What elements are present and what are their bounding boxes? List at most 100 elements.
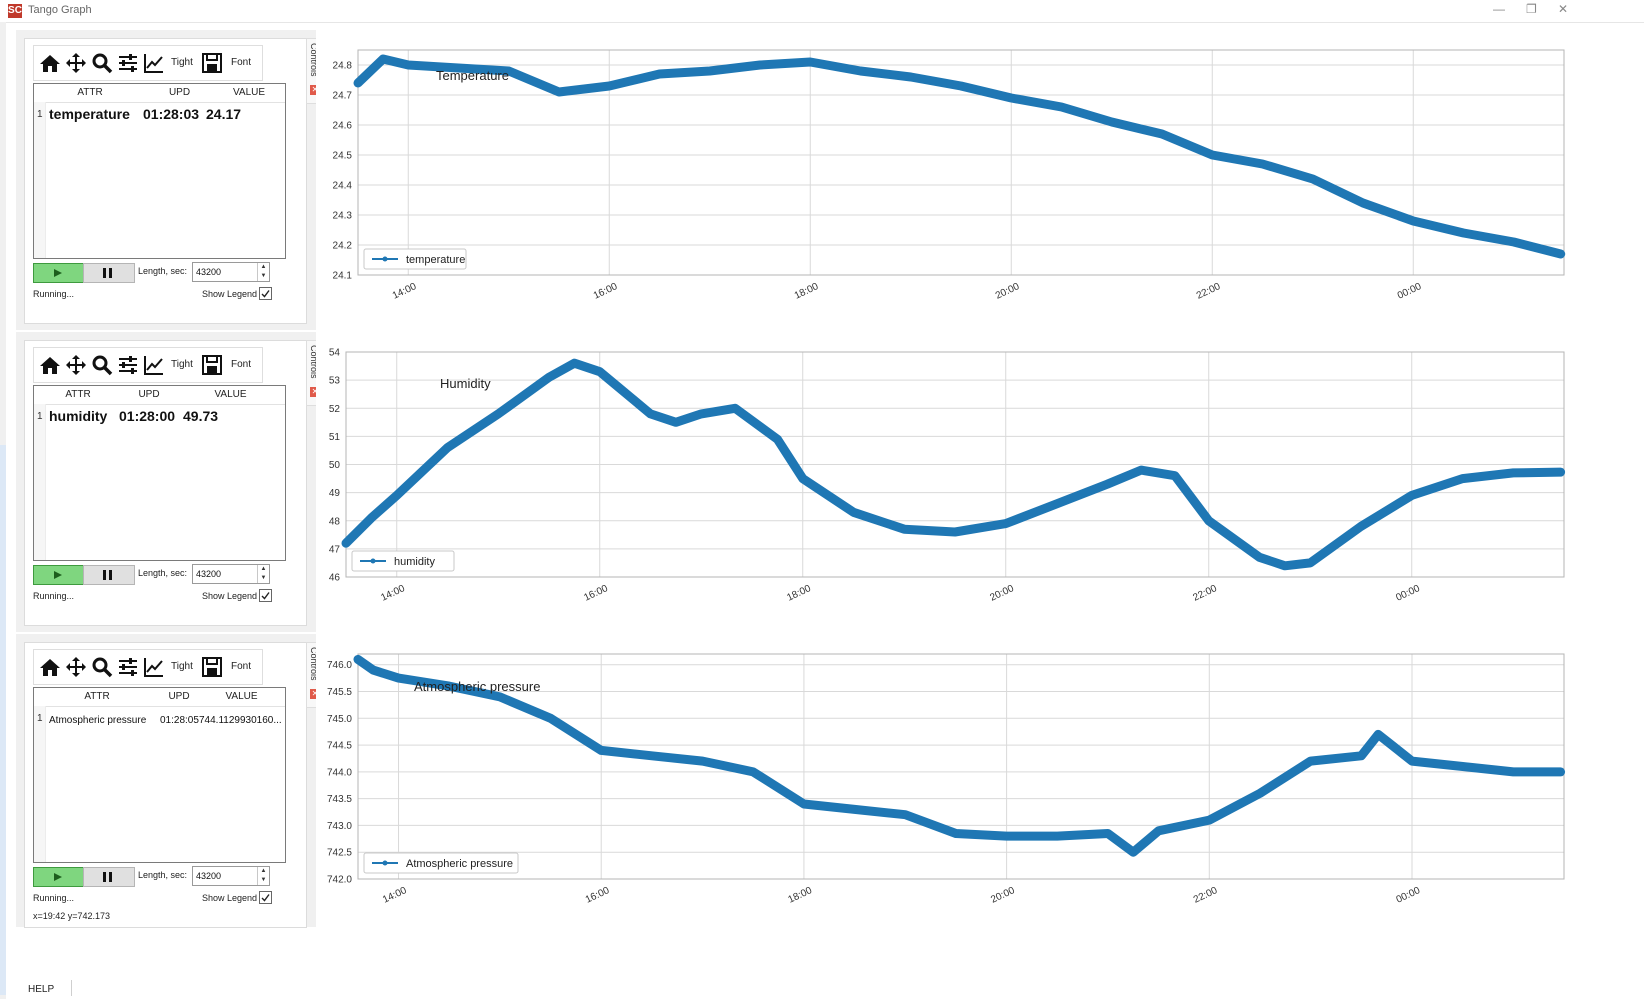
close-icon[interactable]: ✕	[310, 85, 320, 95]
x-tick-label: 18:00	[785, 583, 813, 604]
minimize-icon[interactable]: —	[1493, 2, 1505, 16]
save-icon[interactable]	[200, 655, 224, 679]
home-icon[interactable]	[38, 353, 62, 377]
legend-marker-swatch	[382, 256, 388, 262]
chart-svg[interactable]: 14:00 16:00 18:00 20:00 22:00 00:00 742.0 742.5…	[316, 634, 1644, 934]
close-icon[interactable]: ✕	[1558, 2, 1569, 16]
length-value[interactable]: 43200	[196, 267, 222, 277]
show-legend-checkbox[interactable]	[259, 891, 272, 904]
home-icon[interactable]	[38, 51, 62, 75]
chart-area[interactable]: 14:00 16:00 18:00 20:00 22:00 00:00 24.1 24.2 24…	[316, 30, 1644, 330]
y-tick-label: 54	[329, 348, 341, 359]
value-cell[interactable]: 24.17	[206, 106, 242, 122]
play-button[interactable]	[33, 867, 85, 887]
attribute-table[interactable]: ATTR UPD VALUE 1 humidity 01:28:00 49.73	[33, 385, 286, 561]
pause-button[interactable]	[83, 263, 135, 283]
pan-icon[interactable]	[64, 655, 88, 679]
data-point	[343, 540, 349, 547]
home-icon[interactable]	[38, 655, 62, 679]
column-header-value[interactable]: VALUE	[232, 87, 266, 98]
help-button[interactable]: HELP	[28, 984, 55, 995]
pause-button[interactable]	[83, 565, 135, 585]
data-point	[446, 683, 453, 690]
legend-box	[363, 852, 519, 874]
data-point	[952, 529, 958, 535]
column-header-upd[interactable]: UPD	[138, 389, 160, 400]
pan-icon[interactable]	[64, 51, 88, 75]
edit-axes-icon[interactable]	[142, 51, 166, 75]
length-spinbox[interactable]: 43200 ▲ ▼	[192, 262, 270, 282]
zoom-icon[interactable]	[90, 655, 114, 679]
font-button[interactable]: Font	[231, 661, 252, 672]
y-tick-label: 47	[329, 544, 341, 555]
chart-area[interactable]: 14:00 16:00 18:00 20:00 22:00 00:00 46 47 48 49 50…	[316, 332, 1644, 632]
x-tick-label: 20:00	[994, 281, 1022, 302]
configure-subplots-icon[interactable]	[116, 655, 140, 679]
data-point	[1259, 161, 1266, 167]
data-point	[606, 83, 613, 89]
play-button[interactable]	[33, 565, 85, 585]
column-header-attr[interactable]: ATTR	[65, 389, 91, 400]
attribute-table[interactable]: ATTR UPD VALUE 1 temperature 01:28:03 24…	[33, 83, 286, 259]
row-index-column	[34, 102, 46, 258]
length-value[interactable]: 43200	[196, 871, 222, 881]
spin-arrows-icon[interactable]: ▲ ▼	[257, 565, 269, 583]
spin-arrows-icon[interactable]: ▲ ▼	[257, 263, 269, 281]
upd-cell[interactable]: 01:28:00	[119, 408, 176, 424]
zoom-icon[interactable]	[90, 51, 114, 75]
save-icon[interactable]	[200, 353, 224, 377]
attr-cell[interactable]: humidity	[49, 408, 108, 424]
data-point	[1171, 472, 1178, 479]
attr-cell[interactable]: Atmospheric pressure	[49, 715, 147, 726]
play-button[interactable]	[33, 263, 85, 283]
tight-button[interactable]: Tight	[171, 57, 193, 68]
length-spinbox[interactable]: 43200 ▲ ▼	[192, 564, 270, 584]
table-header: ATTR UPD VALUE	[34, 688, 285, 707]
x-tick-label: 14:00	[381, 885, 409, 906]
show-legend-label: Show Legend	[202, 289, 258, 299]
edit-axes-icon[interactable]	[142, 353, 166, 377]
show-legend-checkbox[interactable]	[259, 287, 272, 300]
table-header: ATTR UPD VALUE	[34, 386, 285, 405]
column-header-attr[interactable]: ATTR	[84, 691, 110, 702]
column-header-upd[interactable]: UPD	[168, 87, 191, 98]
font-button[interactable]: Font	[231, 57, 252, 68]
pan-icon[interactable]	[64, 353, 88, 377]
configure-subplots-icon[interactable]	[116, 353, 140, 377]
edit-axes-icon[interactable]	[142, 655, 166, 679]
configure-subplots-icon[interactable]	[116, 51, 140, 75]
tight-button[interactable]: Tight	[171, 359, 193, 370]
column-header-attr[interactable]: ATTR	[77, 87, 103, 98]
row-number: 1	[37, 109, 43, 120]
x-tick-label: 14:00	[379, 583, 407, 604]
save-icon[interactable]	[200, 51, 224, 75]
column-header-upd[interactable]: UPD	[168, 691, 190, 702]
column-header-value[interactable]: VALUE	[225, 691, 258, 702]
attribute-table[interactable]: ATTR UPD VALUE 1 Atmospheric pressure 01…	[33, 687, 286, 863]
tight-button[interactable]: Tight	[171, 661, 193, 672]
length-value[interactable]: 43200	[196, 569, 222, 579]
value-cell[interactable]: 49.73	[183, 408, 219, 424]
chart-area[interactable]: 14:00 16:00 18:00 20:00 22:00 00:00 742.0 742.5…	[316, 634, 1644, 934]
close-icon[interactable]: ✕	[310, 689, 320, 699]
chart-svg[interactable]: 14:00 16:00 18:00 20:00 22:00 00:00 46 47 48 49 50…	[316, 332, 1644, 632]
legend-label: humidity	[394, 556, 435, 568]
length-spinbox[interactable]: 43200 ▲ ▼	[192, 866, 270, 886]
window-titlebar: SC Tango Graph — ❐ ✕	[0, 0, 1644, 23]
column-header-value[interactable]: VALUE	[214, 389, 247, 400]
spin-arrows-icon[interactable]: ▲ ▼	[257, 867, 269, 885]
restore-icon[interactable]: ❐	[1526, 2, 1537, 16]
pause-button[interactable]	[83, 867, 135, 887]
attr-cell[interactable]: temperature	[49, 106, 130, 122]
chart-svg[interactable]: 14:00 16:00 18:00 20:00 22:00 00:00 24.1 24.2 24…	[316, 30, 1644, 330]
value-cell[interactable]: 744.1129930160...	[199, 715, 281, 726]
data-point	[1307, 559, 1314, 566]
show-legend-checkbox[interactable]	[259, 589, 272, 602]
upd-cell[interactable]: 01:28:03	[143, 106, 200, 122]
x-tick-label: 00:00	[1396, 281, 1424, 302]
close-icon[interactable]: ✕	[310, 387, 320, 397]
zoom-icon[interactable]	[90, 353, 114, 377]
upd-cell[interactable]: 01:28:05	[160, 715, 199, 726]
font-button[interactable]: Font	[231, 359, 252, 370]
data-point	[800, 801, 807, 807]
